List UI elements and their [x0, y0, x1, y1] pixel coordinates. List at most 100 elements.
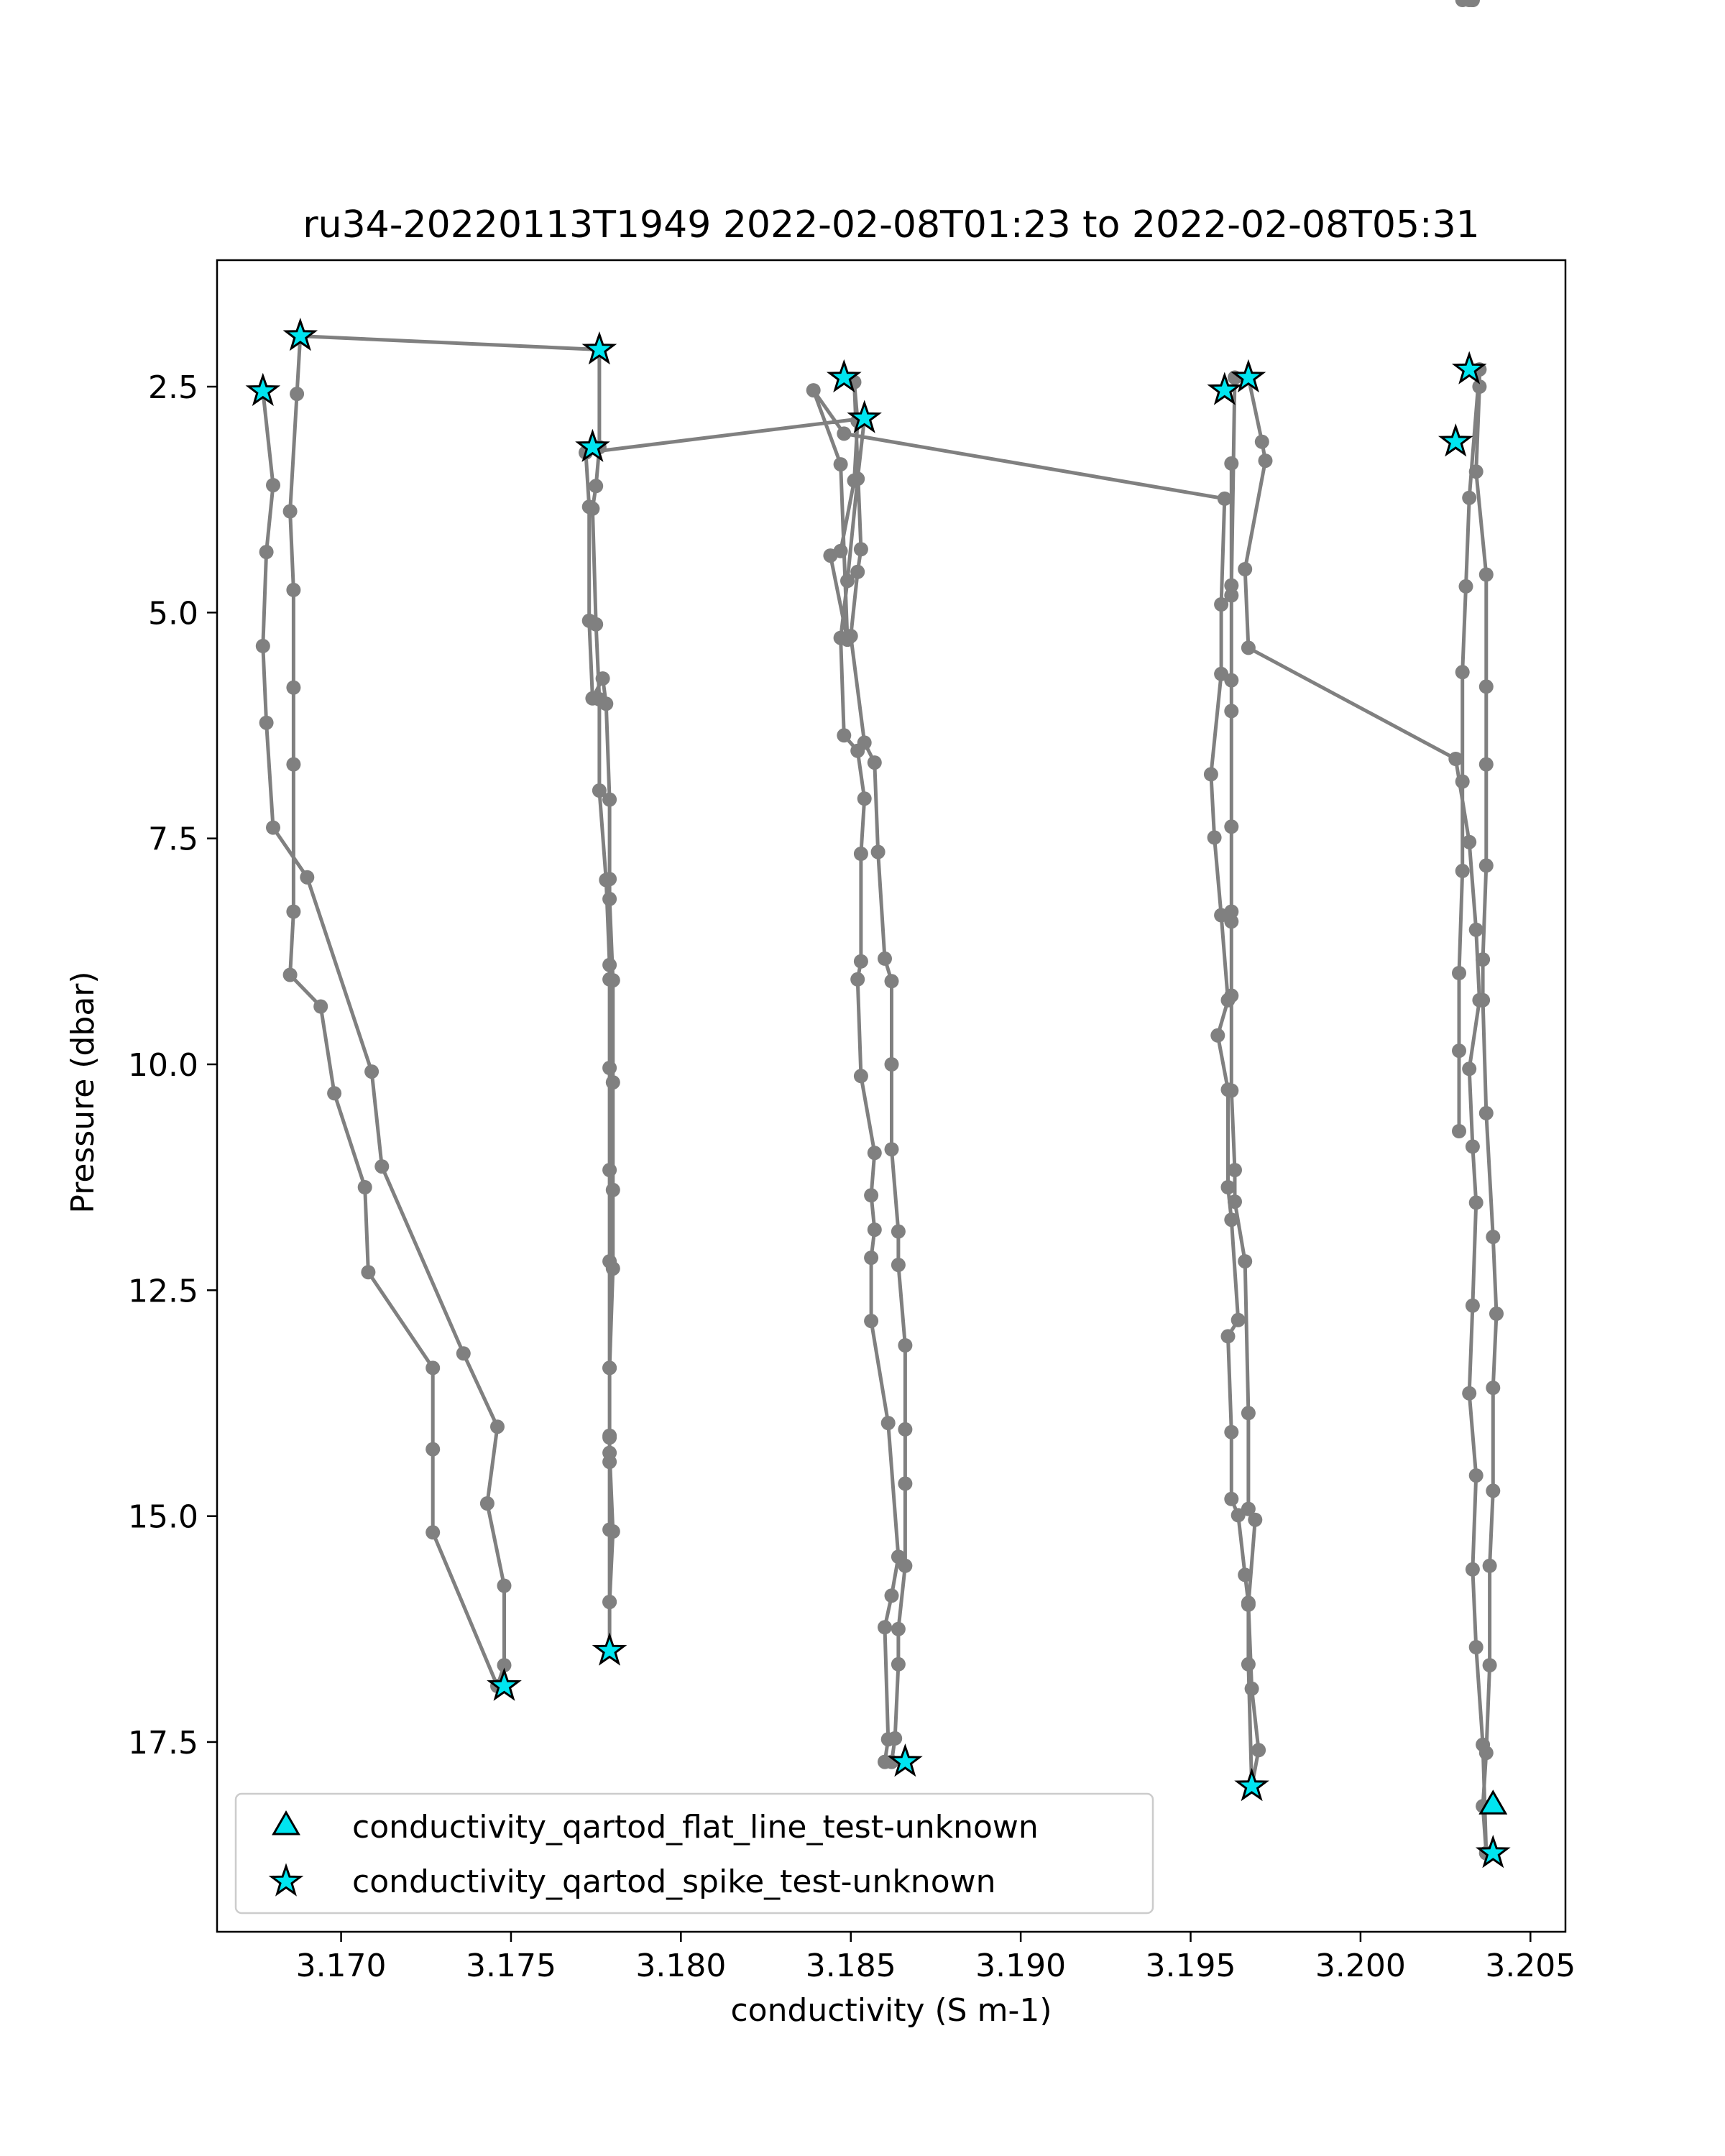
profile-point — [602, 1595, 617, 1610]
profile-point — [1224, 673, 1239, 688]
profile-point — [1248, 1512, 1263, 1527]
profile-point — [581, 613, 597, 628]
profile-point — [1472, 379, 1487, 394]
profile-point — [1210, 1028, 1225, 1043]
profile-point — [1482, 1558, 1497, 1573]
profile-point — [1462, 834, 1477, 849]
profile-point — [1486, 1230, 1501, 1245]
profile-point — [1241, 640, 1256, 655]
profile-point — [1452, 966, 1466, 980]
profile-point — [1241, 1406, 1256, 1421]
profile-point — [255, 638, 270, 653]
profile-point — [1486, 1381, 1501, 1396]
profile-point — [1478, 679, 1494, 694]
profile-point — [867, 1146, 882, 1161]
profile-point — [266, 820, 280, 835]
profile-points-layer — [255, 0, 1504, 1861]
y-tick-label: 17.5 — [128, 1725, 198, 1761]
profile-point — [1230, 1312, 1246, 1327]
profile-point — [888, 1731, 903, 1746]
profile-point — [595, 671, 610, 686]
flat-line-test-flag-triangle — [1478, 1789, 1508, 1815]
profile-point — [1478, 567, 1494, 582]
profile-point — [878, 1620, 892, 1635]
profile-point — [479, 1496, 494, 1511]
profile-point — [602, 792, 617, 807]
profile-point — [884, 974, 899, 989]
x-tick-label: 3.195 — [1146, 1948, 1236, 1984]
profile-point — [857, 791, 872, 806]
profile-point — [850, 972, 865, 987]
x-tick-label: 3.190 — [975, 1948, 1066, 1984]
profile-point — [605, 973, 620, 988]
profile-point — [286, 757, 301, 772]
profile-point — [1452, 1044, 1466, 1059]
profile-point — [1224, 1424, 1239, 1439]
profile-point — [602, 1061, 617, 1075]
y-tick-label: 15.0 — [128, 1499, 198, 1536]
profile-point — [1478, 1105, 1494, 1120]
profile-point — [282, 967, 298, 982]
profile-point — [1468, 1640, 1484, 1654]
profile-point — [374, 1159, 390, 1174]
profile-point — [426, 1525, 441, 1540]
profile-point — [589, 479, 604, 494]
profile-point — [497, 1658, 512, 1673]
x-axis-label: conductivity (S m-1) — [730, 1992, 1052, 2029]
y-tick-label: 7.5 — [148, 821, 198, 858]
profile-point — [880, 1416, 896, 1431]
profile-point — [426, 1360, 441, 1376]
profile-point — [361, 1265, 376, 1280]
profile-point — [602, 891, 617, 906]
profile-point — [1203, 767, 1218, 782]
profile-point — [1465, 0, 1480, 7]
profile-point — [806, 383, 821, 398]
profile-point — [282, 504, 298, 519]
profile-point — [1241, 1501, 1256, 1516]
profile-point — [592, 783, 607, 798]
profile-point — [867, 755, 882, 770]
profile-point — [1238, 562, 1253, 576]
legend-star-shape — [268, 1863, 304, 1897]
profile-point — [837, 728, 852, 743]
profile-point — [1458, 579, 1473, 594]
profile-point — [891, 1657, 906, 1672]
profile-point — [1468, 464, 1484, 479]
profile-point — [1468, 1195, 1484, 1210]
profile-point — [837, 426, 852, 441]
profile-point — [1251, 1743, 1266, 1758]
profile-point — [884, 1057, 899, 1072]
spike-test-flag-star — [581, 331, 617, 365]
legend-box — [234, 1792, 1154, 1915]
profile-point — [1478, 1746, 1494, 1761]
profile-point — [599, 696, 614, 711]
profile-point — [286, 904, 301, 919]
profile-point — [898, 1422, 913, 1437]
profile-point — [1241, 1597, 1256, 1612]
y-tick-label: 10.0 — [128, 1047, 198, 1084]
profile-point — [891, 1258, 906, 1273]
profile-point — [1220, 1329, 1236, 1344]
profile-point — [1228, 1163, 1242, 1178]
profile-point — [605, 1075, 620, 1090]
profile-point — [1244, 1681, 1259, 1696]
spike-test-flag-star — [282, 318, 318, 351]
profile-point — [864, 1188, 879, 1203]
legend-star-marker — [268, 1863, 304, 1897]
profile-point — [1224, 456, 1239, 471]
y-axis-label: Pressure (dbar) — [65, 971, 101, 1213]
profile-point — [1224, 819, 1239, 834]
profile-point — [1224, 578, 1239, 593]
x-tick-label: 3.175 — [466, 1948, 556, 1984]
profile-point — [1220, 1180, 1236, 1194]
profile-point — [602, 957, 617, 972]
profile-point — [898, 1476, 913, 1491]
qc-flag-markers-layer — [245, 318, 1511, 1869]
profile-point — [266, 478, 280, 493]
profile-point — [870, 844, 886, 860]
profile-point — [1455, 665, 1470, 680]
profile-point — [1482, 1658, 1497, 1673]
profile-point — [853, 542, 868, 557]
x-tick-label: 3.170 — [296, 1948, 387, 1984]
